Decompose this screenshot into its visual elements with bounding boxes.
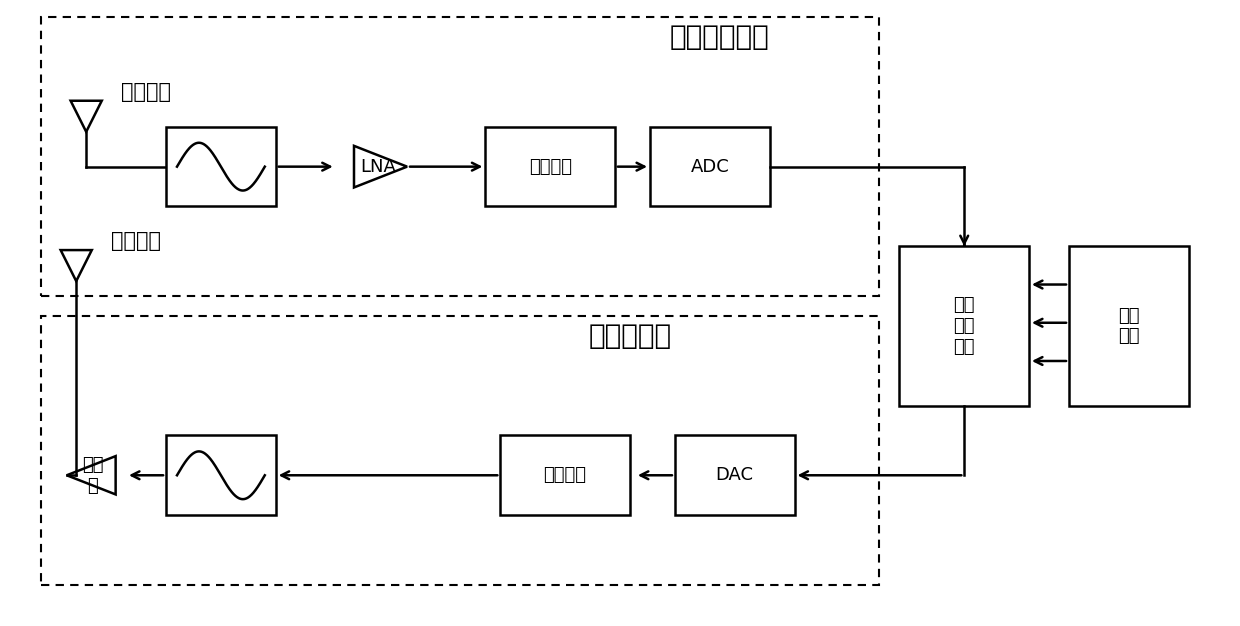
Text: 信号转发器: 信号转发器 bbox=[589, 322, 672, 350]
FancyBboxPatch shape bbox=[675, 436, 795, 515]
FancyBboxPatch shape bbox=[899, 246, 1029, 406]
Text: 第一天线: 第一天线 bbox=[122, 82, 171, 102]
Text: 信号接收模块: 信号接收模块 bbox=[670, 23, 770, 51]
Text: 上变频器: 上变频器 bbox=[543, 466, 587, 485]
Text: 时延
调整
模块: 时延 调整 模块 bbox=[954, 296, 975, 356]
Text: 调制
参数: 调制 参数 bbox=[1118, 307, 1140, 346]
FancyBboxPatch shape bbox=[650, 127, 770, 207]
Text: 放大
器: 放大 器 bbox=[82, 456, 104, 495]
Text: 下变频器: 下变频器 bbox=[528, 158, 572, 176]
Text: DAC: DAC bbox=[715, 466, 754, 485]
FancyBboxPatch shape bbox=[1069, 246, 1189, 406]
Text: LNA: LNA bbox=[361, 158, 397, 176]
Text: ADC: ADC bbox=[691, 158, 729, 176]
FancyBboxPatch shape bbox=[485, 127, 615, 207]
Text: 第二天线: 第二天线 bbox=[112, 232, 161, 251]
FancyBboxPatch shape bbox=[166, 436, 275, 515]
FancyBboxPatch shape bbox=[500, 436, 630, 515]
FancyBboxPatch shape bbox=[166, 127, 275, 207]
